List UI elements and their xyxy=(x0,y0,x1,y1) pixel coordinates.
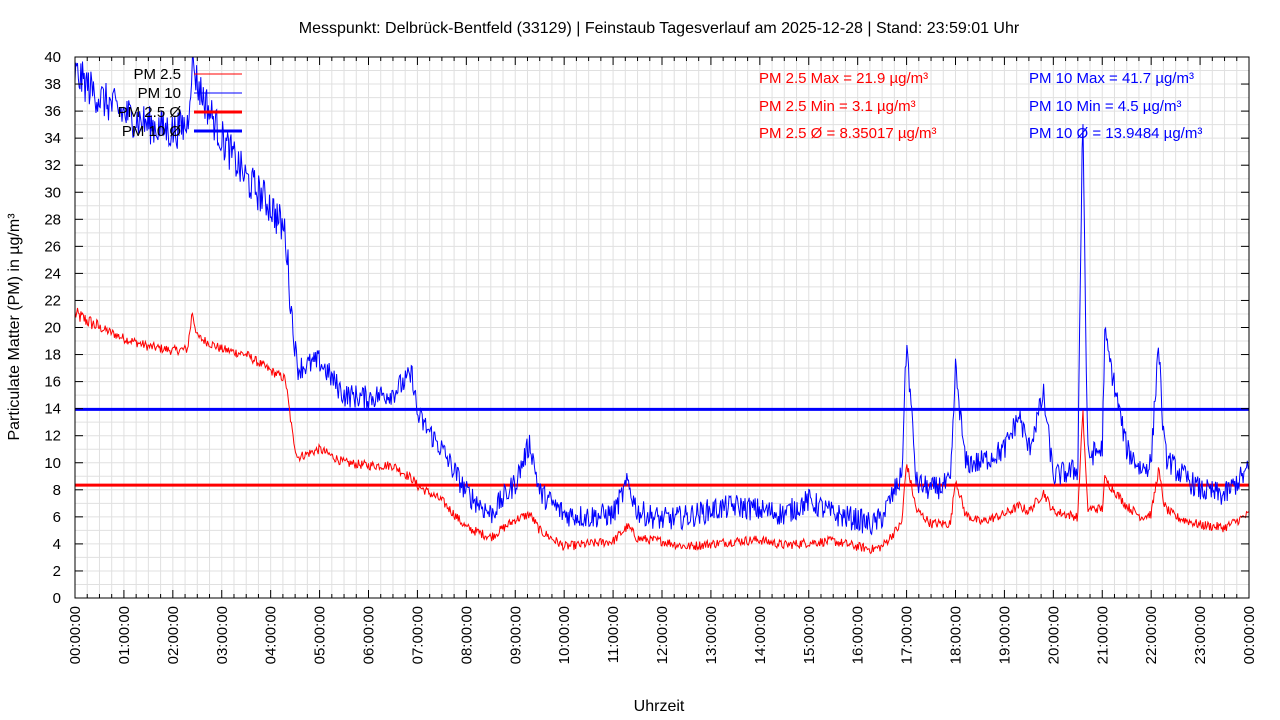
legend-label: PM 10 Ø xyxy=(122,123,182,140)
pm25-max-label: PM 2.5 Max = 21.9 µg/m³ xyxy=(759,70,928,87)
x-tick-label: 09:00:00 xyxy=(507,606,524,664)
x-tick-label: 13:00:00 xyxy=(703,606,720,664)
pm10-min-label: PM 10 Min = 4.5 µg/m³ xyxy=(1029,98,1181,115)
x-tick-label: 15:00:00 xyxy=(801,606,818,664)
y-tick-label: 8 xyxy=(53,482,61,499)
chart-title: Messpunkt: Delbrück-Bentfeld (33129) | F… xyxy=(299,20,1020,37)
y-tick-label: 36 xyxy=(44,103,61,120)
x-tick-label: 02:00:00 xyxy=(165,606,182,664)
pm25-avg-label: PM 2.5 Ø = 8.35017 µg/m³ xyxy=(759,125,936,142)
y-axis-label: Particulate Matter (PM) in µg/m³ xyxy=(6,213,23,441)
y-tick-label: 26 xyxy=(44,238,61,255)
y-tick-label: 14 xyxy=(44,401,61,418)
y-tick-label: 30 xyxy=(44,184,61,201)
y-tick-label: 32 xyxy=(44,157,61,174)
y-tick-label: 10 xyxy=(44,455,61,472)
y-tick-label: 2 xyxy=(53,563,61,580)
series-line-pm-2-5 xyxy=(74,307,1250,555)
x-tick-label: 03:00:00 xyxy=(214,606,231,664)
y-tick-label: 6 xyxy=(53,509,61,526)
x-tick-label: 10:00:00 xyxy=(556,606,573,664)
x-tick-label: 08:00:00 xyxy=(458,606,475,664)
x-tick-label: 01:00:00 xyxy=(116,606,133,664)
x-tick-label: 07:00:00 xyxy=(409,606,426,664)
y-tick-label: 20 xyxy=(44,320,61,337)
y-tick-label: 0 xyxy=(53,590,61,607)
x-tick-label: 00:00:00 xyxy=(1241,606,1258,664)
x-tick-label: 18:00:00 xyxy=(948,606,965,664)
series-line-pm-10 xyxy=(74,56,1250,536)
x-tick-label: 04:00:00 xyxy=(263,606,280,664)
x-tick-label: 22:00:00 xyxy=(1143,606,1160,664)
pm10-stats: PM 10 Max = 41.7 µg/m³ PM 10 Min = 4.5 µ… xyxy=(1029,70,1202,142)
x-tick-label: 06:00:00 xyxy=(361,606,378,664)
x-tick-label: 00:00:00 xyxy=(67,606,84,664)
x-tick-label: 05:00:00 xyxy=(312,606,329,664)
x-tick-label: 20:00:00 xyxy=(1045,606,1062,664)
pm10-avg-label: PM 10 Ø = 13.9484 µg/m³ xyxy=(1029,125,1202,142)
legend: PM 2.5 PM 10 PM 2.5 Ø PM 10 Ø xyxy=(118,66,242,140)
pm25-stats: PM 2.5 Max = 21.9 µg/m³ PM 2.5 Min = 3.1… xyxy=(759,70,936,142)
pm10-max-label: PM 10 Max = 41.7 µg/m³ xyxy=(1029,70,1194,87)
legend-label: PM 2.5 Ø xyxy=(118,104,182,121)
x-tick-label: 16:00:00 xyxy=(850,606,867,664)
average-lines xyxy=(75,407,1249,487)
pm25-min-label: PM 2.5 Min = 3.1 µg/m³ xyxy=(759,98,916,115)
x-tick-label: 12:00:00 xyxy=(654,606,671,664)
y-tick-label: 28 xyxy=(44,211,61,228)
series-lines xyxy=(74,56,1250,555)
x-tick-label: 21:00:00 xyxy=(1094,606,1111,664)
legend-label: PM 2.5 xyxy=(133,66,181,83)
legend-label: PM 10 xyxy=(138,85,181,102)
x-tick-label: 14:00:00 xyxy=(752,606,769,664)
y-tick-label: 38 xyxy=(44,76,61,93)
x-tick-label: 19:00:00 xyxy=(996,606,1013,664)
x-tick-label: 17:00:00 xyxy=(899,606,916,664)
x-tick-label: 23:00:00 xyxy=(1192,606,1209,664)
y-tick-label: 24 xyxy=(44,265,61,282)
x-tick-label: 11:00:00 xyxy=(605,606,622,663)
y-tick-label: 34 xyxy=(44,130,61,147)
y-tick-label: 4 xyxy=(53,536,61,553)
y-tick-label: 16 xyxy=(44,374,61,391)
x-tick-labels: 00:00:00 01:00:00 02:00:00 03:00:00 04:00:00… xyxy=(67,606,1258,664)
axis-ticks xyxy=(74,56,1250,599)
x-axis-label: Uhrzeit xyxy=(634,698,685,715)
y-tick-label: 12 xyxy=(44,428,61,445)
y-tick-label: 22 xyxy=(44,292,61,309)
y-tick-label: 18 xyxy=(44,347,61,364)
y-tick-label: 40 xyxy=(44,49,61,66)
